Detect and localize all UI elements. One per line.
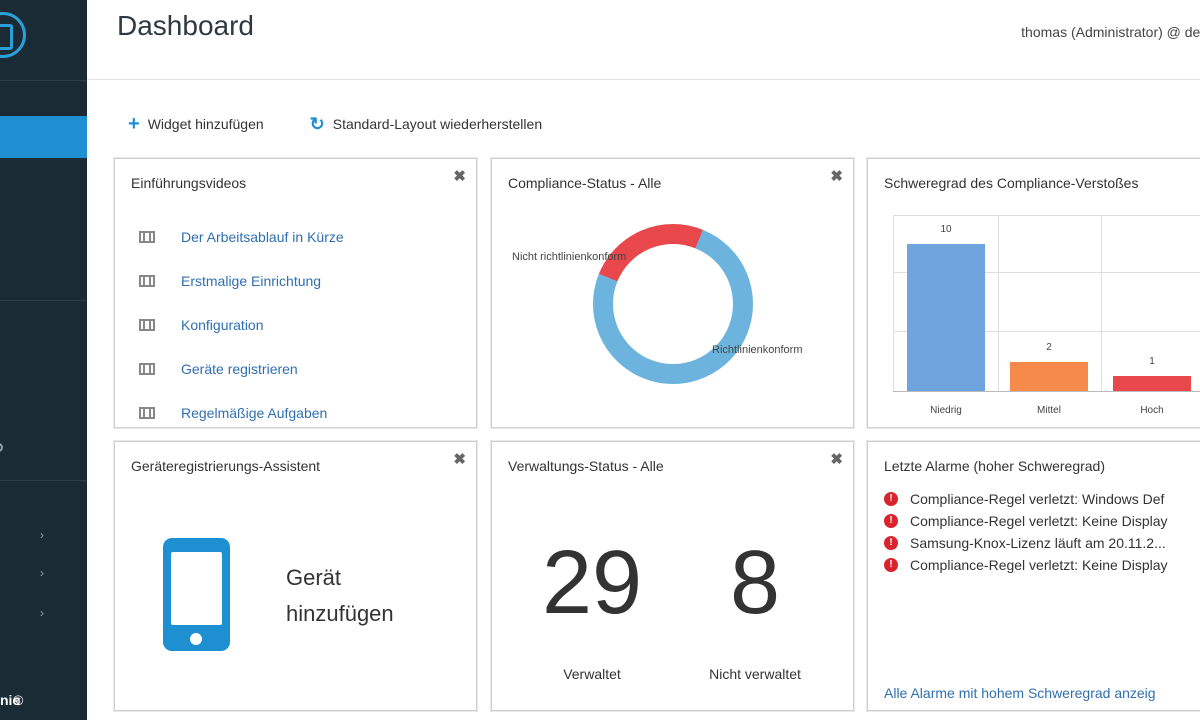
alarm-item[interactable]: ! Compliance-Regel verletzt: Keine Displa…	[884, 554, 1168, 576]
add-widget-button[interactable]: + Widget hinzufügen	[128, 114, 264, 134]
chart-label-noncompliant: Nicht richtlinienkonform	[512, 251, 627, 263]
page-title: Dashboard	[117, 10, 254, 41]
add-widget-label: Widget hinzufügen	[147, 116, 264, 132]
assistant-widget: Geräteregistrierungs-Assistent ✖ Gerät h…	[114, 441, 477, 711]
close-icon[interactable]: ✖	[830, 168, 843, 185]
alarms-widget: Letzte Alarme (hoher Schweregrad) ! Compl…	[867, 441, 1200, 711]
film-icon	[139, 363, 155, 375]
sidebar-divider	[0, 480, 87, 481]
all-alarms-link[interactable]: Alle Alarme mit hohem Schweregrad anzeig	[884, 685, 1156, 701]
close-icon[interactable]: ✖	[830, 451, 843, 468]
alert-icon: !	[884, 514, 898, 528]
add-device-label: hinzufügen	[286, 601, 394, 626]
video-list: Der Arbeitsablauf in Kürze Erstmalige Ei…	[139, 215, 344, 427]
sidebar-divider	[0, 80, 87, 81]
chevron-right-icon[interactable]: ›	[40, 566, 44, 580]
phone-screen	[171, 552, 222, 625]
chart-label-compliant: Richtlinienkonform	[712, 344, 803, 356]
plus-icon: +	[128, 113, 140, 135]
grid-line	[893, 331, 1200, 332]
alert-icon: !	[884, 536, 898, 550]
videos-widget: Einführungsvideos ✖ Der Arbeitsablauf in…	[114, 158, 477, 428]
unmanaged-count[interactable]: 8	[729, 533, 781, 633]
header: Dashboard thomas (Administrator) @ dem	[87, 0, 1200, 80]
reset-layout-button[interactable]: ↻ Standard-Layout wiederherstellen	[310, 114, 542, 134]
sidebar-item-dashboard[interactable]	[0, 116, 87, 158]
reset-layout-label: Standard-Layout wiederherstellen	[332, 116, 543, 132]
list-item[interactable]: Konfiguration	[139, 303, 344, 347]
widget-title: Geräteregistrierungs-Assistent	[131, 458, 321, 474]
severity-bar-niedrig[interactable]	[907, 244, 985, 391]
compliance-donut-chart	[582, 213, 764, 395]
alarm-item[interactable]: ! Compliance-Regel verletzt: Keine Displa…	[884, 510, 1168, 532]
list-item[interactable]: Der Arbeitsablauf in Kürze	[139, 215, 344, 259]
managed-count[interactable]: 29	[541, 533, 643, 633]
grid-line	[893, 272, 1200, 273]
grid-line	[998, 215, 999, 391]
close-icon[interactable]: ✖	[453, 168, 466, 185]
donut-slice-1[interactable]	[582, 213, 764, 395]
x-axis-line	[893, 391, 1200, 392]
film-icon	[139, 231, 155, 243]
alarm-list: ! Compliance-Regel verletzt: Windows Def …	[884, 488, 1168, 576]
refresh-icon: ↻	[309, 114, 325, 134]
video-link[interactable]: Erstmalige Einrichtung	[181, 273, 322, 289]
x-tick-label: Niedrig	[930, 405, 962, 416]
smartphone-icon[interactable]	[163, 538, 230, 651]
x-tick-label: Mittel	[1037, 405, 1061, 416]
widget-title: Einführungsvideos	[131, 175, 247, 191]
alarm-item[interactable]: ! Compliance-Regel verletzt: Windows Def	[884, 488, 1168, 510]
alert-icon: !	[884, 558, 898, 572]
list-item[interactable]: Regelmäßige Aufgaben	[139, 391, 344, 427]
video-link[interactable]: Regelmäßige Aufgaben	[181, 405, 328, 421]
brand-text: nie	[0, 692, 21, 708]
video-link[interactable]: Geräte registrieren	[181, 361, 298, 377]
alarm-text: Compliance-Regel verletzt: Keine Display	[910, 513, 1168, 529]
alarm-text: Compliance-Regel verletzt: Windows Def	[910, 491, 1165, 507]
severity-bar-mittel[interactable]	[1010, 361, 1088, 391]
compliance-widget: Compliance-Status - Alle ✖ Nicht richtli…	[491, 158, 854, 428]
grid-line	[1101, 215, 1102, 391]
video-link[interactable]: Konfiguration	[181, 317, 264, 333]
add-device-button[interactable]: Gerät hinzufügen	[286, 560, 446, 632]
film-icon	[139, 275, 155, 287]
alarm-item[interactable]: ! Samsung-Knox-Lizenz läuft am 20.11.2...	[884, 532, 1168, 554]
logo-icon[interactable]	[0, 12, 26, 58]
alarm-text: Compliance-Regel verletzt: Keine Display	[910, 557, 1168, 573]
list-item[interactable]: Geräte registrieren	[139, 347, 344, 391]
sidebar-item-icon[interactable]	[0, 443, 3, 452]
copyright-mark: ©	[13, 692, 24, 708]
add-device-label: Gerät	[286, 565, 342, 590]
alarm-text: Samsung-Knox-Lizenz läuft am 20.11.2...	[910, 535, 1166, 551]
widget-title: Schweregrad des Compliance-Verstoßes	[884, 175, 1139, 191]
chevron-right-icon[interactable]: ›	[40, 606, 44, 620]
sidebar-divider	[0, 300, 87, 301]
sidebar: › › › nie	[0, 0, 87, 720]
chevron-right-icon[interactable]: ›	[40, 528, 44, 542]
severity-bar-hoch[interactable]	[1113, 376, 1191, 391]
bar-value-label: 2	[1046, 341, 1052, 353]
grid-line	[893, 215, 894, 391]
list-item[interactable]: Erstmalige Einrichtung	[139, 259, 344, 303]
close-icon[interactable]: ✖	[453, 451, 466, 468]
widget-title: Compliance-Status - Alle	[508, 175, 662, 191]
unmanaged-label: Nicht verwaltet	[709, 666, 801, 682]
toolbar: + Widget hinzufügen ↻ Standard-Layout wi…	[128, 114, 542, 134]
widget-title: Verwaltungs-Status - Alle	[508, 458, 664, 474]
user-menu[interactable]: thomas (Administrator) @ dem	[1021, 24, 1200, 40]
managed-label: Verwaltet	[563, 666, 621, 682]
alert-icon: !	[884, 492, 898, 506]
severity-widget: Schweregrad des Compliance-Verstoßes 10 N…	[867, 158, 1200, 428]
grid-line	[893, 215, 1200, 216]
video-link[interactable]: Der Arbeitsablauf in Kürze	[181, 229, 344, 245]
film-icon	[139, 319, 155, 331]
widget-title: Letzte Alarme (hoher Schweregrad)	[884, 458, 1105, 474]
film-icon	[139, 407, 155, 419]
x-tick-label: Hoch	[1140, 405, 1164, 416]
bar-value-label: 10	[940, 224, 952, 236]
bar-value-label: 1	[1149, 356, 1155, 368]
management-widget: Verwaltungs-Status - Alle ✖ 29 8 Verwalt…	[491, 441, 854, 711]
phone-button	[190, 633, 202, 645]
